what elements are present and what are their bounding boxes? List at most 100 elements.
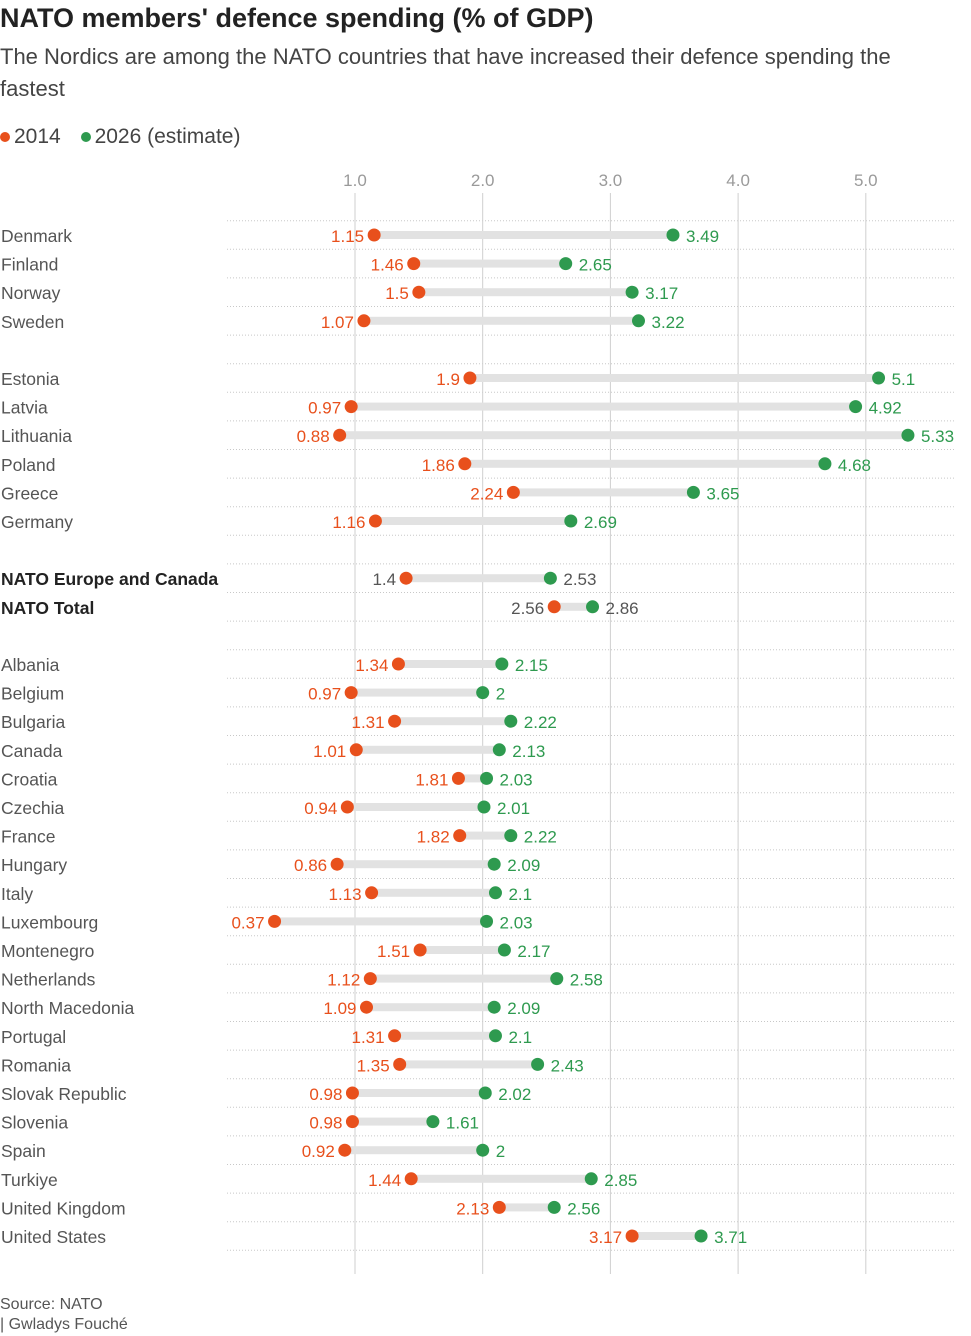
- value-label-2014: 1.12: [327, 971, 360, 990]
- value-label-2014: 1.9: [436, 370, 460, 389]
- connector-bar: [632, 1232, 702, 1240]
- value-label-2026: 5.33: [921, 427, 954, 446]
- row-label: Slovak Republic: [1, 1084, 127, 1104]
- x-tick-label: 1.0: [343, 171, 367, 190]
- connector-bar: [351, 688, 483, 697]
- dot-2026: [550, 972, 564, 986]
- dot-2014: [344, 686, 358, 700]
- connector-bar: [399, 1060, 538, 1069]
- connector-bar: [352, 1117, 433, 1126]
- value-label-2026: 2.22: [524, 828, 557, 847]
- connector-bar: [351, 402, 856, 411]
- legend-label-2014: 2014: [14, 125, 61, 148]
- connector-bar: [418, 288, 633, 297]
- row-label: NATO Europe and Canada: [1, 569, 218, 589]
- row-label: Canada: [1, 741, 63, 761]
- dot-2026: [476, 1143, 490, 1157]
- dot-2014: [492, 1200, 506, 1214]
- dot-2014: [458, 457, 472, 471]
- connector-bar: [459, 831, 511, 840]
- value-label-2026: 3.65: [706, 484, 739, 503]
- dot-2014: [330, 857, 344, 871]
- value-label-2026: 2.43: [551, 1056, 584, 1075]
- dot-2014: [365, 886, 379, 900]
- value-label-2026: 3.71: [714, 1228, 747, 1247]
- value-label-2026: 1.61: [446, 1114, 479, 1133]
- value-label-2014: 3.17: [589, 1228, 622, 1247]
- row-label: Portugal: [1, 1027, 66, 1047]
- value-label-2014: 1.01: [313, 742, 346, 761]
- dot-2026: [495, 657, 509, 671]
- dot-2026: [487, 1000, 501, 1014]
- value-label-2026: 2.03: [500, 913, 533, 932]
- value-label-2026: 2.86: [606, 599, 639, 618]
- row-label: Finland: [1, 255, 58, 275]
- row-label: United Kingdom: [1, 1198, 126, 1218]
- dot-2014: [393, 1057, 407, 1071]
- row-label: Latvia: [1, 398, 48, 418]
- dot-2026: [487, 857, 501, 871]
- value-label-2014: 1.16: [332, 513, 365, 532]
- dot-2014: [506, 485, 520, 499]
- dot-2026: [478, 1086, 492, 1100]
- row-label: Montenegro: [1, 941, 94, 961]
- x-tick-label: 4.0: [726, 171, 750, 190]
- dot-2026: [872, 371, 886, 385]
- value-label-2026: 2.09: [507, 999, 540, 1018]
- row-label: Romania: [1, 1055, 71, 1075]
- dot-2026: [547, 1200, 561, 1214]
- legend-item-2014: 2014: [0, 125, 61, 149]
- row-label: Slovenia: [1, 1113, 68, 1133]
- dot-2014: [338, 1143, 352, 1157]
- connector-bar: [394, 1031, 496, 1040]
- dot-2014: [451, 771, 465, 785]
- dot-2026: [426, 1115, 440, 1129]
- value-label-2026: 5.1: [892, 370, 916, 389]
- value-label-2014: 1.09: [323, 999, 356, 1018]
- dot-2026: [559, 257, 573, 271]
- connector-bar: [344, 1146, 483, 1155]
- dot-2014: [340, 800, 354, 814]
- connector-bar: [347, 803, 484, 811]
- dot-2014: [463, 371, 477, 385]
- connector-bar: [411, 1174, 592, 1183]
- connector-bar: [469, 374, 879, 382]
- source-text: Source: NATO: [0, 1296, 103, 1313]
- dot-2026: [531, 1057, 545, 1071]
- value-label-2014: 1.15: [331, 227, 364, 246]
- dot-2014: [268, 914, 282, 928]
- dot-2026: [480, 771, 494, 785]
- row-label: Czechia: [1, 798, 64, 818]
- connector-bar: [370, 974, 557, 983]
- dot-2014: [625, 1229, 639, 1243]
- connector-bar: [458, 774, 487, 783]
- dot-2026: [901, 428, 915, 442]
- row-label: Greece: [1, 483, 58, 503]
- dot-2026: [818, 457, 832, 471]
- row-label: Norway: [1, 283, 61, 303]
- dot-2026: [666, 228, 680, 242]
- legend: 2014 2026 (estimate): [0, 124, 254, 149]
- dot-2014: [368, 514, 382, 528]
- connector-bar: [554, 602, 593, 611]
- row-label: France: [1, 827, 55, 847]
- value-label-2014: 0.37: [231, 913, 264, 932]
- connector-bar: [413, 259, 566, 268]
- source-block: Source: NATO | Gwladys Fouché: [0, 1295, 128, 1335]
- value-label-2026: 2.58: [570, 971, 603, 990]
- value-label-2014: 1.44: [368, 1171, 401, 1190]
- dot-2026: [488, 886, 502, 900]
- value-label-2026: 2.1: [508, 885, 532, 904]
- dot-2014: [412, 285, 426, 299]
- row-label: Denmark: [1, 226, 72, 246]
- value-label-2026: 2: [496, 1142, 505, 1161]
- connector-bar: [363, 316, 639, 325]
- row-label: NATO Total: [1, 598, 94, 618]
- value-label-2026: 2.01: [497, 799, 530, 818]
- dot-2026: [584, 1172, 598, 1186]
- value-label-2026: 2.85: [604, 1171, 637, 1190]
- dot-2014: [349, 743, 363, 757]
- connector-bar: [375, 517, 571, 525]
- connector-bar: [274, 917, 487, 926]
- value-label-2014: 1.35: [357, 1056, 390, 1075]
